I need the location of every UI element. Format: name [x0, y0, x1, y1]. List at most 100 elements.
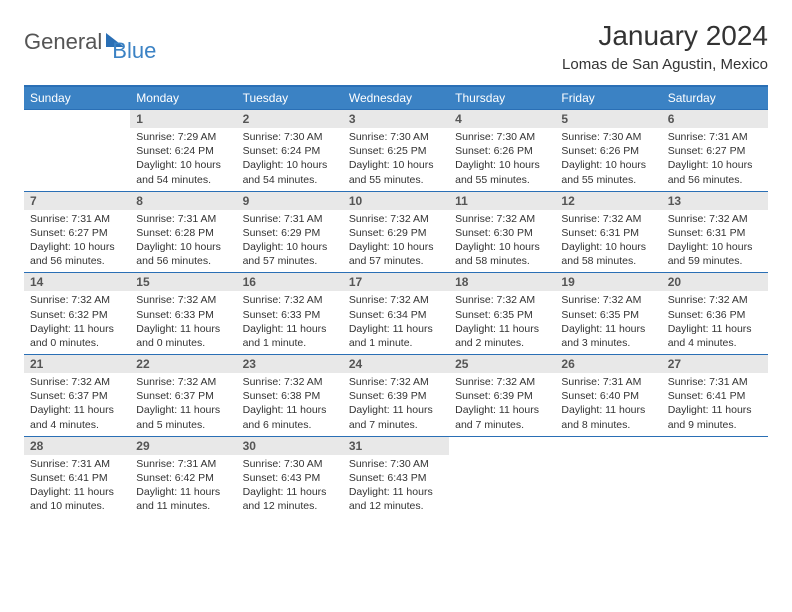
sunset-text: Sunset: 6:33 PM — [243, 308, 337, 322]
cell-body: Sunrise: 7:32 AMSunset: 6:32 PMDaylight:… — [24, 291, 130, 354]
daylight-text: Daylight: 10 hours and 55 minutes. — [561, 158, 655, 186]
cell-body: Sunrise: 7:32 AMSunset: 6:33 PMDaylight:… — [237, 291, 343, 354]
sunrise-text: Sunrise: 7:32 AM — [561, 212, 655, 226]
daylight-text: Daylight: 10 hours and 58 minutes. — [561, 240, 655, 268]
daylight-text: Daylight: 10 hours and 57 minutes. — [349, 240, 443, 268]
cell-body: Sunrise: 7:30 AMSunset: 6:43 PMDaylight:… — [237, 455, 343, 518]
cell-body: Sunrise: 7:32 AMSunset: 6:36 PMDaylight:… — [662, 291, 768, 354]
daylight-text: Daylight: 10 hours and 54 minutes. — [136, 158, 230, 186]
sunrise-text: Sunrise: 7:32 AM — [349, 212, 443, 226]
sunset-text: Sunset: 6:36 PM — [668, 308, 762, 322]
calendar-cell: 24Sunrise: 7:32 AMSunset: 6:39 PMDayligh… — [343, 355, 449, 437]
daylight-text: Daylight: 11 hours and 7 minutes. — [455, 403, 549, 431]
day-number: 16 — [237, 273, 343, 291]
day-number: 11 — [449, 192, 555, 210]
sunset-text: Sunset: 6:24 PM — [243, 144, 337, 158]
sunrise-text: Sunrise: 7:32 AM — [30, 375, 124, 389]
cell-body: Sunrise: 7:32 AMSunset: 6:31 PMDaylight:… — [662, 210, 768, 273]
sunset-text: Sunset: 6:41 PM — [30, 471, 124, 485]
sunset-text: Sunset: 6:29 PM — [349, 226, 443, 240]
sunset-text: Sunset: 6:39 PM — [455, 389, 549, 403]
cell-body: Sunrise: 7:32 AMSunset: 6:38 PMDaylight:… — [237, 373, 343, 436]
cell-body: Sunrise: 7:31 AMSunset: 6:42 PMDaylight:… — [130, 455, 236, 518]
daylight-text: Daylight: 11 hours and 9 minutes. — [668, 403, 762, 431]
day-number: 21 — [24, 355, 130, 373]
daylight-text: Daylight: 10 hours and 56 minutes. — [668, 158, 762, 186]
sunset-text: Sunset: 6:39 PM — [349, 389, 443, 403]
title-block: January 2024 Lomas de San Agustin, Mexic… — [562, 20, 768, 73]
sunrise-text: Sunrise: 7:32 AM — [668, 212, 762, 226]
cell-body: Sunrise: 7:30 AMSunset: 6:26 PMDaylight:… — [555, 128, 661, 191]
cell-body: Sunrise: 7:32 AMSunset: 6:37 PMDaylight:… — [130, 373, 236, 436]
sunrise-text: Sunrise: 7:32 AM — [136, 375, 230, 389]
daylight-text: Daylight: 11 hours and 6 minutes. — [243, 403, 337, 431]
daylight-text: Daylight: 11 hours and 11 minutes. — [136, 485, 230, 513]
cell-body: Sunrise: 7:32 AMSunset: 6:35 PMDaylight:… — [449, 291, 555, 354]
sunset-text: Sunset: 6:27 PM — [668, 144, 762, 158]
day-number: 29 — [130, 437, 236, 455]
sunrise-text: Sunrise: 7:30 AM — [455, 130, 549, 144]
daylight-text: Daylight: 11 hours and 10 minutes. — [30, 485, 124, 513]
daylight-text: Daylight: 10 hours and 58 minutes. — [455, 240, 549, 268]
day-number: 17 — [343, 273, 449, 291]
day-number: 30 — [237, 437, 343, 455]
calendar-cell: 19Sunrise: 7:32 AMSunset: 6:35 PMDayligh… — [555, 273, 661, 355]
daylight-text: Daylight: 11 hours and 1 minute. — [349, 322, 443, 350]
calendar-cell: 1Sunrise: 7:29 AMSunset: 6:24 PMDaylight… — [130, 110, 236, 192]
day-number: 18 — [449, 273, 555, 291]
cell-body: Sunrise: 7:30 AMSunset: 6:26 PMDaylight:… — [449, 128, 555, 191]
sunset-text: Sunset: 6:31 PM — [668, 226, 762, 240]
day-number: 19 — [555, 273, 661, 291]
day-number: 28 — [24, 437, 130, 455]
sunset-text: Sunset: 6:30 PM — [455, 226, 549, 240]
day-number: 20 — [662, 273, 768, 291]
day-number: 25 — [449, 355, 555, 373]
cell-body: Sunrise: 7:30 AMSunset: 6:43 PMDaylight:… — [343, 455, 449, 518]
calendar-cell: 22Sunrise: 7:32 AMSunset: 6:37 PMDayligh… — [130, 355, 236, 437]
sunrise-text: Sunrise: 7:30 AM — [349, 457, 443, 471]
cell-body: Sunrise: 7:30 AMSunset: 6:25 PMDaylight:… — [343, 128, 449, 191]
calendar-cell: 28 Sunrise: 7:31 AMSunset: 6:41 PMDayligh… — [24, 436, 130, 517]
daylight-text: Daylight: 11 hours and 12 minutes. — [349, 485, 443, 513]
daylight-text: Daylight: 11 hours and 12 minutes. — [243, 485, 337, 513]
calendar-cell: 23Sunrise: 7:32 AMSunset: 6:38 PMDayligh… — [237, 355, 343, 437]
sunrise-text: Sunrise: 7:31 AM — [136, 212, 230, 226]
calendar-cell: 10 Sunrise: 7:32 AMSunset: 6:29 PMDayligh… — [343, 191, 449, 273]
sunrise-text: Sunrise: 7:30 AM — [243, 457, 337, 471]
sunset-text: Sunset: 6:33 PM — [136, 308, 230, 322]
cell-body: Sunrise: 7:32 AMSunset: 6:33 PMDaylight:… — [130, 291, 236, 354]
cell-body: Sunrise: 7:32 AMSunset: 6:37 PMDaylight:… — [24, 373, 130, 436]
header: General Blue January 2024 Lomas de San A… — [24, 20, 768, 73]
sunrise-text: Sunrise: 7:32 AM — [455, 293, 549, 307]
weekday-header: Thursday — [449, 86, 555, 110]
weekday-header: Friday — [555, 86, 661, 110]
day-number: 10 — [343, 192, 449, 210]
location-label: Lomas de San Agustin, Mexico — [562, 56, 768, 73]
day-number: 8 — [130, 192, 236, 210]
calendar-cell: 14Sunrise: 7:32 AMSunset: 6:32 PMDayligh… — [24, 273, 130, 355]
daylight-text: Daylight: 11 hours and 0 minutes. — [30, 322, 124, 350]
sunset-text: Sunset: 6:43 PM — [349, 471, 443, 485]
cell-body: Sunrise: 7:32 AMSunset: 6:35 PMDaylight:… — [555, 291, 661, 354]
cell-body: Sunrise: 7:32 AMSunset: 6:30 PMDaylight:… — [449, 210, 555, 273]
sunrise-text: Sunrise: 7:32 AM — [668, 293, 762, 307]
daylight-text: Daylight: 10 hours and 56 minutes. — [136, 240, 230, 268]
cell-body: Sunrise: 7:31 AMSunset: 6:40 PMDaylight:… — [555, 373, 661, 436]
cell-body: Sunrise: 7:32 AMSunset: 6:39 PMDaylight:… — [449, 373, 555, 436]
calendar-cell: 9Sunrise: 7:31 AMSunset: 6:29 PMDaylight… — [237, 191, 343, 273]
sunset-text: Sunset: 6:34 PM — [349, 308, 443, 322]
calendar-cell — [662, 436, 768, 517]
cell-body: Sunrise: 7:31 AMSunset: 6:27 PMDaylight:… — [24, 210, 130, 273]
day-number: 14 — [24, 273, 130, 291]
cell-body: Sunrise: 7:32 AMSunset: 6:31 PMDaylight:… — [555, 210, 661, 273]
calendar-cell: 8Sunrise: 7:31 AMSunset: 6:28 PMDaylight… — [130, 191, 236, 273]
sunrise-text: Sunrise: 7:31 AM — [30, 457, 124, 471]
logo: General Blue — [24, 20, 156, 64]
cell-body: Sunrise: 7:31 AMSunset: 6:41 PMDaylight:… — [662, 373, 768, 436]
sunset-text: Sunset: 6:41 PM — [668, 389, 762, 403]
cell-body: Sunrise: 7:29 AMSunset: 6:24 PMDaylight:… — [130, 128, 236, 191]
day-number: 22 — [130, 355, 236, 373]
cell-body: Sunrise: 7:31 AMSunset: 6:29 PMDaylight:… — [237, 210, 343, 273]
daylight-text: Daylight: 10 hours and 56 minutes. — [30, 240, 124, 268]
sunset-text: Sunset: 6:32 PM — [30, 308, 124, 322]
